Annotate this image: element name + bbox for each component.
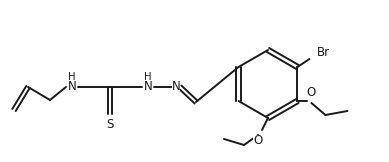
Text: N: N xyxy=(172,81,180,93)
Text: S: S xyxy=(106,117,114,131)
Text: Br: Br xyxy=(317,46,330,59)
Text: N: N xyxy=(68,81,76,93)
Text: O: O xyxy=(253,134,263,147)
Text: H: H xyxy=(144,72,152,82)
Text: N: N xyxy=(144,81,152,93)
Text: O: O xyxy=(307,87,316,99)
Text: H: H xyxy=(68,72,76,82)
